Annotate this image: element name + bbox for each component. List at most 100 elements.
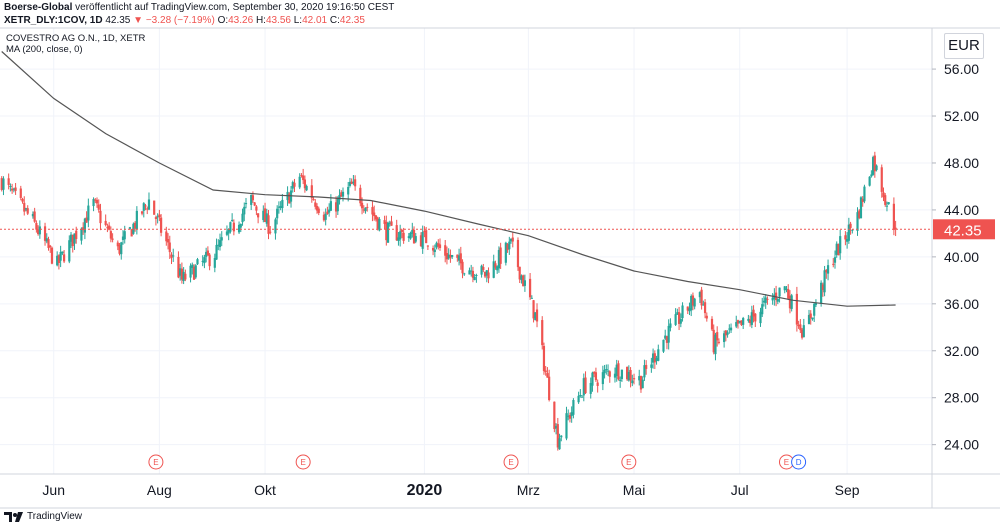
close-value: 42.35 bbox=[339, 15, 365, 26]
candle-body bbox=[445, 253, 449, 260]
candle-body bbox=[679, 319, 682, 324]
candle-body bbox=[397, 237, 400, 241]
candle-body bbox=[109, 231, 112, 239]
candle-body bbox=[412, 229, 416, 244]
candle-body bbox=[797, 324, 800, 327]
event-marker-label: E bbox=[508, 458, 513, 467]
candle-body bbox=[433, 249, 436, 253]
low-value: 42.01 bbox=[302, 15, 328, 26]
candle-body bbox=[868, 176, 871, 186]
candle-body bbox=[146, 208, 149, 210]
candle-body bbox=[298, 176, 301, 188]
candle-body bbox=[717, 341, 721, 343]
candle-body bbox=[591, 372, 594, 386]
candle-body bbox=[83, 218, 86, 233]
candle-body bbox=[485, 270, 488, 276]
candle-body bbox=[873, 155, 876, 172]
candle-body bbox=[664, 335, 667, 339]
candle-body bbox=[314, 202, 317, 207]
candle-body bbox=[310, 185, 313, 199]
candle-body bbox=[220, 237, 223, 241]
candle-body bbox=[142, 203, 145, 211]
candle-body bbox=[62, 254, 66, 262]
candle-body bbox=[483, 271, 487, 277]
candle-body bbox=[265, 213, 268, 224]
candle-body bbox=[168, 242, 171, 253]
candle-body bbox=[437, 243, 440, 247]
candle-body bbox=[475, 274, 478, 276]
candle-body bbox=[814, 302, 818, 305]
candle-body bbox=[116, 242, 119, 247]
candle-body bbox=[754, 313, 757, 322]
candle-body bbox=[140, 211, 144, 214]
candle-body bbox=[158, 214, 161, 218]
candle-body bbox=[26, 208, 29, 214]
candle-body bbox=[496, 266, 499, 271]
candle-body bbox=[366, 206, 369, 208]
candle-body bbox=[134, 222, 137, 229]
candle-body bbox=[322, 214, 326, 221]
candle-body bbox=[594, 372, 598, 381]
high-value: 43.56 bbox=[265, 15, 291, 26]
candle-body bbox=[861, 198, 864, 203]
candle-body bbox=[303, 179, 306, 189]
candle-body bbox=[179, 268, 182, 276]
candle-body bbox=[354, 179, 357, 187]
candle-body bbox=[274, 219, 277, 234]
earnings-marker bbox=[148, 454, 164, 470]
candle-body bbox=[205, 251, 208, 257]
candle-body bbox=[712, 329, 715, 353]
candle-body bbox=[288, 193, 291, 204]
candle-body bbox=[492, 261, 495, 278]
candle-body bbox=[97, 204, 100, 210]
y-tick-label: 56.00 bbox=[944, 61, 979, 77]
candle-body bbox=[444, 245, 447, 256]
last-price-badge-bg bbox=[933, 219, 995, 240]
candle-body bbox=[385, 222, 388, 241]
candle-body bbox=[577, 395, 580, 403]
candle-body bbox=[572, 400, 575, 415]
x-tick-label: Mai bbox=[623, 482, 646, 498]
candle-body bbox=[47, 239, 50, 248]
candle-body bbox=[750, 312, 753, 325]
candle-body bbox=[589, 382, 592, 394]
candle-body bbox=[154, 217, 158, 219]
candle-body bbox=[277, 206, 281, 208]
candle-body bbox=[620, 369, 624, 379]
chart-legend-title: COVESTRO AG O.N., 1D, XETR bbox=[6, 33, 146, 44]
candle-body bbox=[399, 231, 402, 240]
candle-body bbox=[723, 333, 726, 343]
candle-body bbox=[520, 275, 523, 281]
candle-body bbox=[350, 181, 353, 185]
candle-body bbox=[558, 438, 561, 450]
candle-body bbox=[580, 396, 584, 398]
candle-body bbox=[378, 219, 381, 231]
candle-body bbox=[653, 353, 656, 363]
candle-body bbox=[761, 304, 764, 315]
candle-body bbox=[227, 229, 230, 234]
candle-body bbox=[716, 332, 719, 341]
candle-body bbox=[762, 300, 766, 303]
candle-body bbox=[681, 305, 684, 319]
candle-body bbox=[153, 200, 156, 215]
currency-button[interactable]: EUR bbox=[944, 33, 984, 59]
candle-body bbox=[463, 273, 466, 275]
candle-body bbox=[688, 308, 691, 312]
candle-body bbox=[764, 297, 767, 303]
candle-body bbox=[847, 224, 850, 241]
candle-body bbox=[262, 210, 265, 221]
candle-body bbox=[693, 298, 696, 307]
candle-body bbox=[726, 332, 729, 335]
tradingview-brand: TradingView bbox=[27, 511, 83, 522]
candle-body bbox=[108, 225, 111, 230]
candle-body bbox=[305, 186, 308, 191]
open-value: 43.26 bbox=[228, 15, 254, 26]
candle-body bbox=[360, 202, 364, 209]
candle-body bbox=[759, 311, 762, 324]
candle-body bbox=[790, 295, 793, 309]
candle-body bbox=[232, 222, 235, 232]
candle-body bbox=[435, 242, 438, 248]
candle-body bbox=[425, 230, 428, 244]
candle-body bbox=[352, 181, 355, 184]
